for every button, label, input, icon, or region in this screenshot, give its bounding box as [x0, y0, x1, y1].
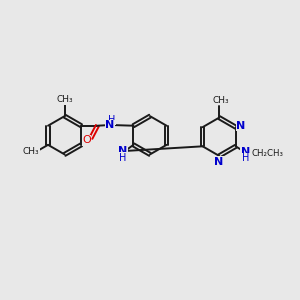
Text: N: N	[241, 147, 250, 157]
Text: CH₃: CH₃	[56, 95, 73, 104]
Text: O: O	[82, 135, 91, 146]
Text: N: N	[214, 157, 224, 167]
Text: H: H	[119, 153, 127, 163]
Text: H: H	[242, 153, 249, 163]
Text: H: H	[108, 115, 116, 125]
Text: N: N	[118, 146, 128, 156]
Text: CH₂CH₃: CH₂CH₃	[252, 148, 284, 158]
Text: N: N	[105, 120, 114, 130]
Text: CH₃: CH₃	[22, 147, 39, 156]
Text: N: N	[236, 121, 245, 131]
Text: CH₃: CH₃	[212, 96, 229, 105]
